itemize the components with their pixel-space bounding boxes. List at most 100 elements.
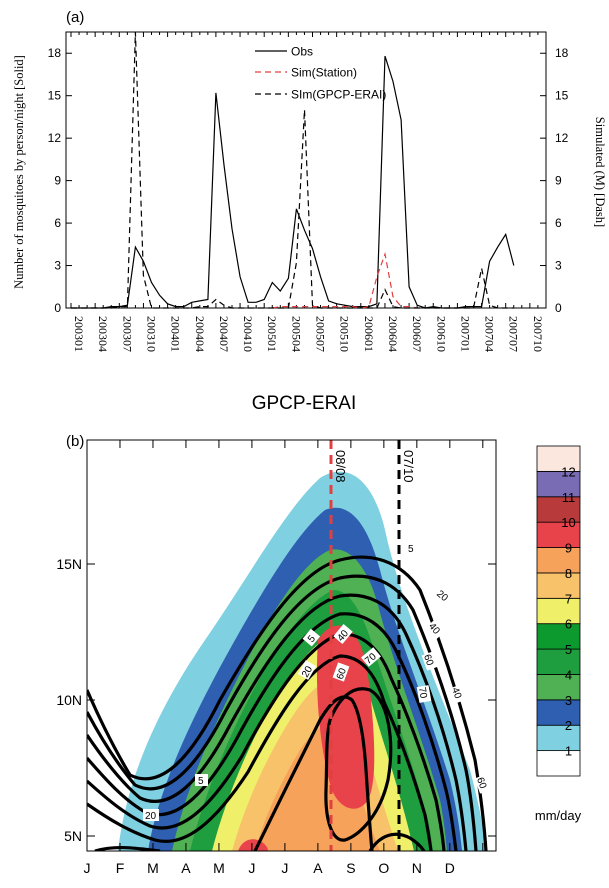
legend-label-obs: Obs <box>291 45 313 59</box>
x-tick-label: 200610 <box>434 316 448 352</box>
x-tick-label: 200504 <box>289 316 303 352</box>
month-label: D <box>445 860 455 876</box>
legend: Obs Sim(Station) SIm(GPCP-ERAI) <box>255 45 386 102</box>
panel-b-title: GPCP-ERAI <box>252 393 357 414</box>
colorbar-level-label: 5 <box>565 642 572 657</box>
x-tick-label: 200704 <box>483 316 497 352</box>
y-left-axis-label: Number of mosquitoes by person/night [So… <box>12 55 26 289</box>
colorbar-cell <box>536 724 581 752</box>
month-label: O <box>378 860 389 876</box>
colorbar-unit: mm/day <box>535 808 582 823</box>
colorbar-cell <box>536 572 581 599</box>
x-tick-label: 200510 <box>338 316 352 352</box>
y-right-tick-label: 12 <box>555 131 569 145</box>
contour-label-20-b: 20 <box>300 664 315 680</box>
colorbar-cell <box>536 597 581 625</box>
contour-label-5-c: 5 <box>198 776 204 787</box>
colorbar-cell <box>536 750 581 777</box>
colorbar-cell <box>536 445 581 472</box>
y-left-tick-label: 6 <box>54 216 61 230</box>
x-tick-label: 200507 <box>314 316 328 352</box>
x-ticks: 200301 200304 200307 200310 200401 200404 2004… <box>70 32 545 352</box>
contour-label-40-c: 40 <box>449 686 463 701</box>
series-lines <box>71 31 515 309</box>
contour-label-60-c: 60 <box>474 776 488 791</box>
colorbar-cell <box>536 648 581 675</box>
colorbar-level-label: 1 <box>565 744 572 759</box>
panel-a-plot: 0 3 6 9 12 15 18 0 3 6 9 12 15 18 200301 200304 200307… <box>48 31 569 352</box>
legend-label-sim-station: Sim(Station) <box>291 66 357 80</box>
y-right-tick-label: 3 <box>555 259 562 273</box>
colorbar-cell <box>536 674 581 701</box>
colorbar-level-label: 7 <box>565 591 572 606</box>
colorbar-cell <box>536 699 581 726</box>
panel-a-label: (a) <box>66 9 84 26</box>
month-label: A <box>313 860 323 876</box>
x-tick-label: 200301 <box>72 316 86 352</box>
y-right-tick-label: 6 <box>555 216 562 230</box>
colorbar-level-label: 11 <box>562 490 576 505</box>
y-left-tick-label: 15 <box>48 89 62 103</box>
month-label: M <box>213 860 225 876</box>
month-label: F <box>116 860 125 876</box>
series-line-2 <box>71 31 514 309</box>
panel-a-frame <box>65 31 547 309</box>
lat-ticks: 15N 10N 5N <box>56 556 496 844</box>
x-tick-label: 200501 <box>265 316 279 352</box>
x-tick-label: 200401 <box>169 316 183 352</box>
lat-tick-15n: 15N <box>56 556 82 572</box>
month-label: A <box>181 860 191 876</box>
x-tick-label: 200707 <box>507 316 521 352</box>
y-left-tick-label: 9 <box>54 174 61 188</box>
month-label: N <box>412 860 422 876</box>
y-right-tick-label: 0 <box>555 301 562 315</box>
panel-b-label: (b) <box>66 433 84 450</box>
colorbar-cell <box>536 623 581 650</box>
y-left-tick-label: 3 <box>54 259 61 273</box>
x-tick-label: 200404 <box>193 316 207 352</box>
month-label: M <box>147 860 159 876</box>
colorbar-cell <box>536 496 581 523</box>
month-label: S <box>346 860 355 876</box>
y-right-ticks: 0 3 6 9 12 15 18 <box>540 46 569 315</box>
legend-label-sim-gpcp: SIm(GPCP-ERAI) <box>291 88 386 102</box>
colorbar-level-label: 8 <box>565 566 572 581</box>
colorbar-level-label: 6 <box>565 617 572 632</box>
x-tick-label: 200607 <box>410 316 424 352</box>
lat-tick-10n: 10N <box>56 692 82 708</box>
month-label: J <box>281 860 288 876</box>
contour-label-60: 60 <box>421 653 435 668</box>
y-right-tick-label: 18 <box>555 46 569 60</box>
x-tick-label: 200410 <box>241 316 255 352</box>
contour-label-70: 70 <box>416 686 429 699</box>
x-tick-label: 200307 <box>120 316 134 352</box>
colorbar-level-label: 9 <box>565 541 572 556</box>
series-line-1 <box>272 251 418 309</box>
y-left-tick-label: 18 <box>48 46 62 60</box>
lat-tick-5n: 5N <box>64 828 82 844</box>
y-left-tick-label: 0 <box>54 301 61 315</box>
colorbar-cell <box>536 547 581 574</box>
month-label: J <box>248 860 255 876</box>
colorbar-level-label: 12 <box>561 464 575 479</box>
contour-label-5: 5 <box>408 544 414 555</box>
x-tick-label: 200310 <box>144 316 158 352</box>
colorbar-cell <box>536 470 581 498</box>
colorbar-level-label: 2 <box>565 718 572 733</box>
y-left-tick-label: 12 <box>48 131 62 145</box>
contour-label-5-b: 5 <box>306 633 318 645</box>
y-right-tick-label: 9 <box>555 174 562 188</box>
y-left-ticks: 0 3 6 9 12 15 18 <box>48 46 72 315</box>
month-label: J <box>84 860 91 876</box>
contour-label-60-b: 60 <box>335 666 349 681</box>
x-tick-label: 200701 <box>458 316 472 352</box>
x-tick-label: 200601 <box>362 316 376 352</box>
contour-label-20-c: 20 <box>145 811 157 822</box>
y-right-axis-label: Simulated (M) [Dash] <box>593 117 607 227</box>
x-tick-label: 200407 <box>217 316 231 352</box>
x-tick-label: 200304 <box>96 316 110 352</box>
colorbar-level-label: 4 <box>565 667 572 682</box>
